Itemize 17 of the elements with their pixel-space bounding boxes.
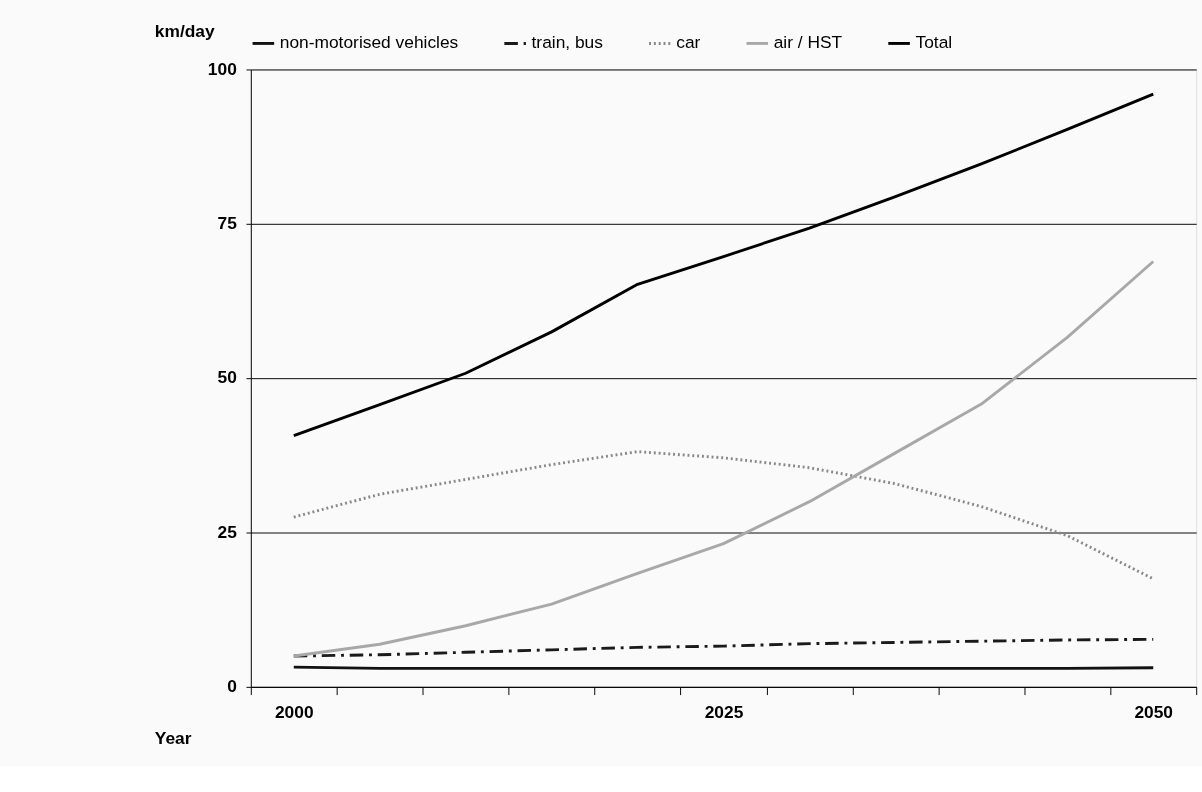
x-tick-label: 2025 (704, 702, 744, 723)
y-tick-label: 75 (217, 213, 238, 234)
y-axis-title: km/day (154, 21, 215, 42)
legend-label: non-motorised vehicles (279, 32, 459, 53)
line-series (292, 450, 1155, 581)
legend-label: air / HST (773, 32, 843, 53)
x-tick-label: 2000 (274, 702, 314, 723)
y-tick-label: 0 (227, 676, 237, 697)
legend-label: Total (915, 32, 953, 53)
x-axis-title: Year (154, 728, 192, 749)
y-tick-label: 100 (207, 58, 237, 79)
y-tick-label: 50 (217, 367, 237, 388)
x-tick-label: 2050 (1134, 702, 1174, 723)
y-tick-label: 25 (217, 521, 238, 542)
legend-label: car (676, 32, 701, 53)
line-series (292, 260, 1155, 658)
legend-label: train, bus (531, 32, 604, 53)
